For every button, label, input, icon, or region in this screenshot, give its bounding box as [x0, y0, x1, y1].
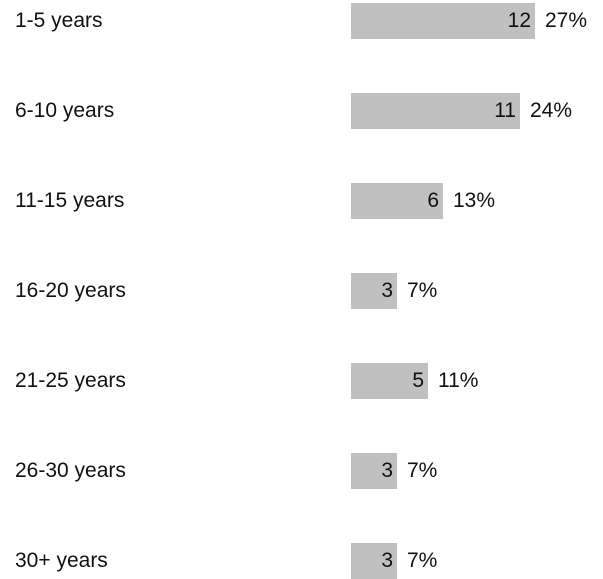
bar-row: 1-5 years 12 27% — [0, 3, 603, 39]
bar — [351, 3, 535, 39]
category-label: 11-15 years — [15, 189, 125, 212]
bar-row: 11-15 years 6 13% — [0, 183, 603, 219]
percent-label: 24% — [530, 99, 573, 122]
bar — [351, 363, 428, 399]
bar-row: 26-30 years 3 7% — [0, 453, 603, 489]
count-label: 3 — [381, 279, 393, 302]
count-label: 12 — [507, 9, 531, 32]
percent-label: 7% — [407, 459, 438, 482]
count-label: 3 — [381, 549, 393, 572]
percent-label: 13% — [453, 189, 496, 212]
percent-label: 7% — [407, 549, 438, 572]
bar — [351, 93, 520, 129]
category-label: 30+ years — [15, 549, 108, 572]
percent-label: 11% — [438, 369, 479, 392]
bar-row: 30+ years 3 7% — [0, 543, 603, 579]
count-label: 3 — [381, 459, 393, 482]
bar-row: 16-20 years 3 7% — [0, 273, 603, 309]
category-label: 21-25 years — [15, 369, 126, 392]
count-label: 11 — [494, 99, 516, 122]
percent-label: 27% — [545, 9, 588, 32]
bar — [351, 543, 397, 579]
category-label: 1-5 years — [15, 9, 103, 32]
count-label: 6 — [427, 189, 439, 212]
bar — [351, 183, 443, 219]
percent-label: 7% — [407, 279, 438, 302]
bar-row: 21-25 years 5 11% — [0, 363, 603, 399]
bar — [351, 273, 397, 309]
category-label: 6-10 years — [15, 99, 115, 122]
category-label: 16-20 years — [15, 279, 126, 302]
count-label: 5 — [412, 369, 424, 392]
category-label: 26-30 years — [15, 459, 126, 482]
bar — [351, 453, 397, 489]
bar-row: 6-10 years 11 24% — [0, 93, 603, 129]
